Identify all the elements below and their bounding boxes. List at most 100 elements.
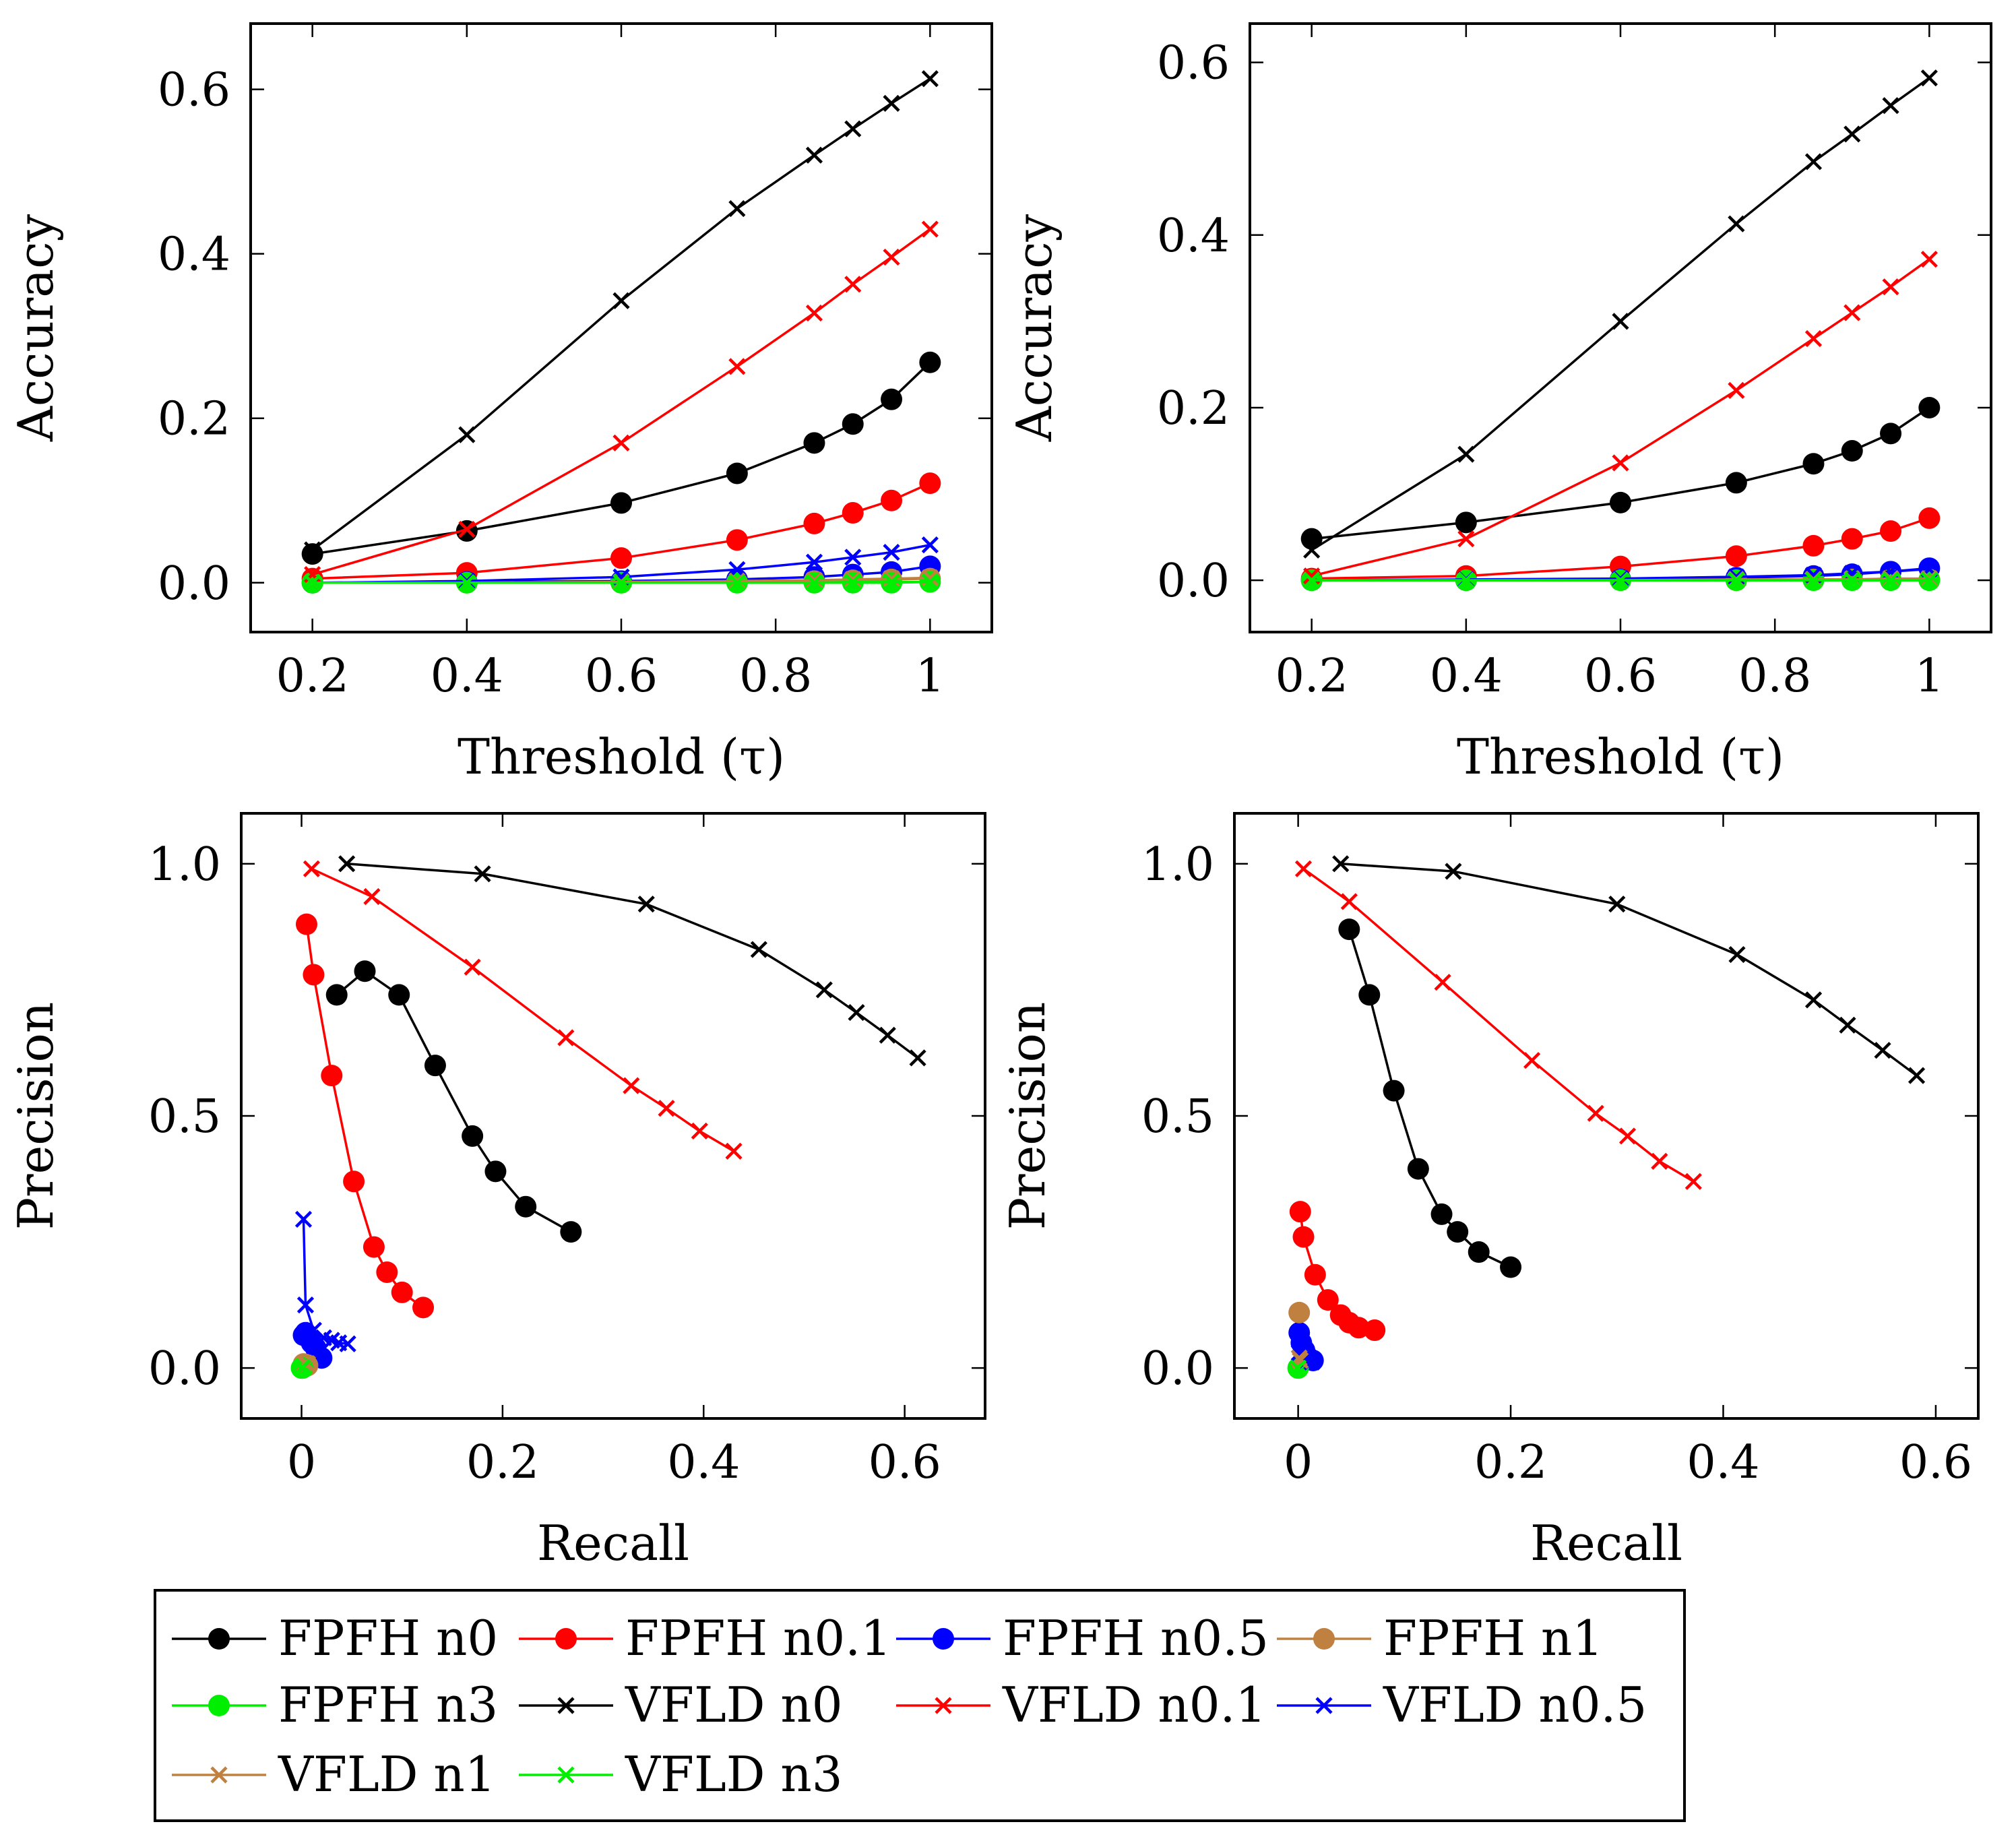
data-point-fpfh-n0	[1841, 440, 1863, 462]
data-point-vfld-n0-1	[805, 304, 823, 322]
data-point-vfld-n0-1	[623, 1077, 640, 1094]
data-point-vfld-n0-1	[1587, 1104, 1604, 1122]
data-point-fpfh-n0-1	[321, 1065, 343, 1087]
data-point-vfld-n0-1	[464, 958, 481, 976]
x-tick-label: 0	[287, 1436, 316, 1489]
series-vfld-n3	[292, 1358, 311, 1377]
data-point-vfld-n0-1	[303, 860, 321, 877]
legend-marker	[1315, 1697, 1333, 1714]
series-fpfh-n0	[301, 351, 941, 565]
x-tick-label: 1	[916, 650, 945, 703]
data-point-fpfh-n0	[842, 413, 864, 435]
data-point-vfld-n3	[1290, 1359, 1307, 1377]
data-point-vfld-n0	[1804, 991, 1823, 1009]
data-point-fpfh-n0	[1383, 1080, 1405, 1102]
legend-label: VFLD n1	[278, 1746, 496, 1803]
legend-entry-fpfh-n0-1: FPFH n0.1	[519, 1610, 891, 1666]
data-point-vfld-n0	[637, 896, 655, 913]
series-fpfh-n0-1	[1289, 1201, 1386, 1342]
y-tick-label: 0.6	[1157, 37, 1230, 90]
data-point-vfld-n0-1	[1920, 251, 1938, 268]
y-tick-label: 0.0	[158, 557, 230, 611]
data-point-fpfh-n0	[610, 492, 632, 514]
data-point-fpfh-n0-1	[919, 472, 941, 495]
data-point-vfld-n0	[1728, 945, 1746, 964]
data-point-vfld-n0-1	[1434, 974, 1451, 991]
data-point-vfld-n0	[1728, 215, 1745, 232]
x-axis-label: Recall	[537, 1515, 689, 1571]
data-point-fpfh-n0-1	[1292, 1226, 1315, 1248]
data-point-vfld-n0-5	[339, 1335, 356, 1352]
series-line-fpfh-n0	[1348, 929, 1511, 1269]
data-point-vfld-n0-1	[691, 1122, 708, 1140]
data-point-vfld-n1	[844, 571, 862, 588]
data-point-vfld-n0-1	[1523, 1052, 1541, 1069]
data-point-vfld-n3	[1303, 571, 1321, 589]
legend-entry-vfld-n0: VFLD n0	[519, 1677, 843, 1733]
data-point-vfld-n0-1	[1728, 381, 1745, 399]
data-point-vfld-n3	[1728, 571, 1745, 589]
series-vfld-n0	[1303, 69, 1938, 559]
series-line-vfld-n0	[1311, 77, 1930, 551]
data-point-fpfh-n0	[1455, 511, 1477, 534]
series-line-vfld-n0-1	[312, 228, 931, 576]
legend-entry-fpfh-n0: FPFH n0	[172, 1610, 498, 1666]
data-point-vfld-n0-1	[1804, 330, 1823, 348]
data-point-fpfh-n0-1	[363, 1236, 385, 1258]
data-point-vfld-n0-1	[1844, 304, 1861, 321]
data-point-fpfh-n0	[1338, 918, 1360, 941]
chart-panel-2: 0.2 0.4 0.6 0.8 1 0.0 0.2 0.4 0.6 Threshold (τ) Ac…	[1006, 22, 1992, 785]
legend-marker	[555, 1628, 577, 1650]
data-point-vfld-n0-5	[883, 544, 900, 561]
data-point-vfld-n3	[1457, 571, 1475, 589]
data-point-fpfh-n0	[1500, 1256, 1522, 1278]
data-point-fpfh-n0	[424, 1055, 446, 1077]
x-tick-label: 1	[1915, 650, 1944, 703]
series-fpfh-n0	[1338, 918, 1522, 1278]
y-tick-label: 0.5	[1141, 1090, 1214, 1144]
data-point-fpfh-n0-1	[1304, 1263, 1326, 1286]
series-vfld-n0	[1332, 855, 1926, 1084]
y-tick-label: 0.2	[1157, 382, 1230, 435]
data-point-fpfh-n0-1	[1880, 520, 1902, 542]
legend-marker	[210, 1766, 228, 1784]
data-point-vfld-n0	[921, 70, 939, 88]
legend-marker	[208, 1695, 230, 1716]
legend-label: FPFH n1	[1383, 1610, 1603, 1666]
data-point-vfld-n3	[1804, 571, 1823, 589]
legend-label: VFLD n0.5	[1383, 1677, 1647, 1733]
legend-label: FPFH n0.1	[625, 1610, 891, 1666]
data-point-fpfh-n0	[1447, 1221, 1469, 1243]
series-line-fpfh-n0	[336, 969, 572, 1233]
data-point-vfld-n0-1	[728, 358, 746, 375]
data-point-fpfh-n0	[484, 1160, 507, 1183]
data-point-vfld-n0-5	[296, 1296, 315, 1314]
data-point-fpfh-n0	[354, 960, 376, 982]
series-line-fpfh-n0	[312, 361, 931, 555]
data-point-vfld-n0	[304, 541, 321, 559]
legend-marker	[557, 1766, 575, 1784]
data-point-vfld-n0-1	[883, 248, 900, 266]
data-point-vfld-n0-5	[294, 1210, 313, 1228]
x-axis-label: Threshold (τ)	[1457, 728, 1784, 785]
data-point-fpfh-n0-1	[610, 547, 632, 569]
x-tick-label: 0.6	[1899, 1436, 1972, 1489]
data-point-fpfh-n0-1	[726, 529, 748, 551]
series-vfld-n0-1	[1303, 251, 1938, 585]
x-tick-label: 0.2	[1474, 1436, 1547, 1489]
data-point-vfld-n0-1	[612, 434, 630, 451]
series-vfld-n3	[1290, 1359, 1307, 1377]
data-point-vfld-n0	[1920, 69, 1938, 87]
data-point-vfld-n0	[474, 865, 491, 883]
data-point-vfld-n0-1	[1651, 1152, 1668, 1170]
series-line-vfld-n0-5	[312, 543, 931, 584]
series-vfld-n0-5	[294, 1210, 356, 1352]
data-point-fpfh-n0	[803, 432, 825, 454]
data-point-vfld-n3	[1882, 571, 1899, 589]
data-point-vfld-n0-5	[921, 536, 939, 554]
data-point-vfld-n0	[844, 120, 862, 137]
data-point-fpfh-n0-1	[376, 1261, 398, 1283]
series-vfld-n3	[304, 573, 939, 592]
chart-panel-1: 0.2 0.4 0.6 0.8 1 0.0 0.2 0.4 0.6 Threshold (τ) Ac…	[7, 22, 993, 785]
series-vfld-n0-1	[303, 860, 743, 1160]
